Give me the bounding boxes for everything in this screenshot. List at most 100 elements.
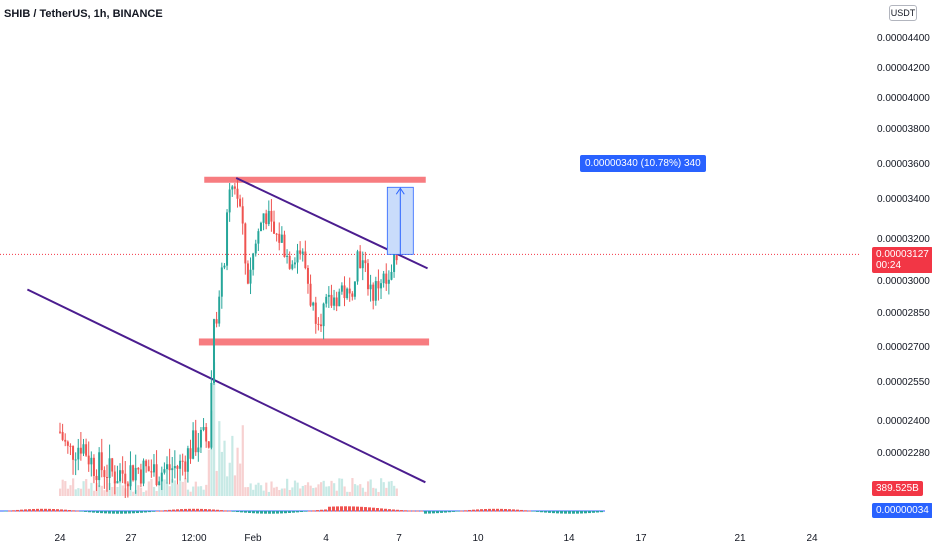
- indicator-bar-32: [132, 511, 135, 514]
- volume-bar-89: [291, 487, 294, 496]
- candle-body-72: [246, 263, 249, 284]
- volume-bar-6: [74, 489, 77, 496]
- indicator-bar-141: [568, 511, 571, 514]
- volume-bar-48: [184, 478, 187, 496]
- measure-label: 0.00000340 (10.78%) 340: [580, 155, 706, 172]
- candle-body-78: [262, 213, 265, 223]
- indicator-bar-80: [324, 509, 327, 512]
- volume-bar-82: [273, 487, 276, 496]
- candle-body-64: [226, 212, 229, 266]
- chart-title: SHIB / TetherUS, 1h, BINANCE: [4, 8, 163, 20]
- indicator-bar-100: [404, 510, 407, 512]
- x-tick-label-7: 14: [563, 533, 575, 544]
- y-tick-label-8: 0.00002850: [877, 308, 930, 319]
- volume-bar-81: [270, 481, 273, 496]
- candle-body-61: [218, 296, 221, 324]
- candle-body-63: [223, 265, 226, 268]
- measure-arrow-head: [395, 187, 405, 195]
- indicator-bar-87: [352, 506, 355, 512]
- candle-body-126: [387, 279, 390, 284]
- indicator-bar-131: [528, 510, 531, 512]
- candle-body-98: [314, 302, 317, 324]
- volume-bar-55: [202, 489, 205, 496]
- candle-body-110: [346, 288, 349, 299]
- indicator-bar-59: [240, 511, 243, 513]
- volume-bar-60: [215, 470, 218, 496]
- indicator-bar-64: [260, 511, 263, 514]
- indicator-bar-57: [232, 511, 235, 512]
- candle-body-75: [254, 243, 257, 254]
- indicator-bar-89: [360, 506, 363, 512]
- indicator-bar-132: [532, 511, 535, 512]
- candle-body-129: [395, 253, 398, 261]
- volume-bar-77: [259, 485, 263, 496]
- indicator-bar-5: [24, 509, 27, 512]
- indicator-bar-102: [412, 510, 415, 512]
- volume-bar-75: [254, 484, 257, 496]
- volume-bar-119: [369, 479, 372, 496]
- volume-bar-36: [152, 486, 156, 496]
- indicator-bar-134: [540, 511, 543, 513]
- indicator-bar-99: [400, 510, 403, 512]
- indicator-bar-52: [212, 509, 215, 512]
- volume-bar-101: [322, 480, 325, 496]
- indicator-bar-81: [328, 506, 331, 512]
- indicator-bar-67: [272, 511, 275, 514]
- volume-bar-114: [356, 485, 359, 496]
- candle-body-59: [212, 319, 215, 383]
- indicator-bar-125: [504, 508, 507, 512]
- indicator-bar-61: [248, 511, 251, 513]
- indicator-bar-108: [436, 511, 439, 514]
- indicator-bar-91: [368, 507, 371, 512]
- candle-body-37: [155, 464, 158, 486]
- volume-bar-40: [163, 479, 166, 496]
- indicator-bar-105: [424, 511, 427, 514]
- trendlines: [0, 177, 860, 484]
- candle-body-58: [210, 382, 213, 448]
- candle-body-120: [372, 284, 375, 301]
- candle-body-121: [374, 281, 377, 301]
- candle-body-40: [163, 469, 166, 473]
- indicator-bar-92: [372, 507, 375, 512]
- indicator-bar-62: [252, 511, 255, 514]
- volume-bar-84: [278, 489, 281, 496]
- indicator-bar-106: [428, 511, 431, 514]
- candle-body-56: [205, 427, 208, 442]
- volume-bar-110: [346, 491, 349, 496]
- indicator-bar-75: [304, 511, 307, 512]
- volume-bar-35: [150, 478, 153, 496]
- candle-body-92: [299, 250, 302, 254]
- indicator-bar-140: [564, 511, 567, 514]
- indicator-bar-146: [588, 511, 591, 514]
- currency-button[interactable]: USDT: [889, 5, 917, 21]
- volume-bar-66: [231, 435, 234, 496]
- indicator-bar-104: [420, 510, 423, 512]
- volume-bar-51: [192, 486, 195, 496]
- candle-body-125: [385, 273, 388, 284]
- candle-body-42: [168, 464, 171, 471]
- indicator-bar-127: [512, 509, 515, 512]
- volume-bar-120: [372, 487, 375, 496]
- indicator-bar-77: [312, 510, 315, 512]
- indicator-bar-71: [288, 511, 291, 513]
- indicator-bar-109: [440, 511, 443, 513]
- volume-bar-128: [393, 485, 396, 496]
- candle-body-9: [82, 444, 85, 454]
- indicator-bar-138: [556, 511, 559, 514]
- volume-bar-32: [142, 491, 145, 496]
- indicator-bar-114: [460, 510, 463, 512]
- indicator-bar-13: [56, 509, 59, 512]
- indicator-bar-33: [136, 511, 139, 514]
- indicator-bar-39: [160, 510, 163, 512]
- indicator-bar-54: [220, 510, 223, 512]
- candle-body-94: [304, 251, 307, 268]
- indicator-bar-128: [516, 509, 519, 512]
- indicator-bar-76: [308, 510, 311, 512]
- indicator-bar-28: [116, 511, 119, 514]
- x-tick-label-10: 24: [806, 533, 818, 544]
- candle-body-12: [90, 457, 93, 465]
- candle-body-93: [301, 251, 304, 254]
- indicator-bar-148: [596, 511, 599, 513]
- candle-body-103: [327, 294, 330, 297]
